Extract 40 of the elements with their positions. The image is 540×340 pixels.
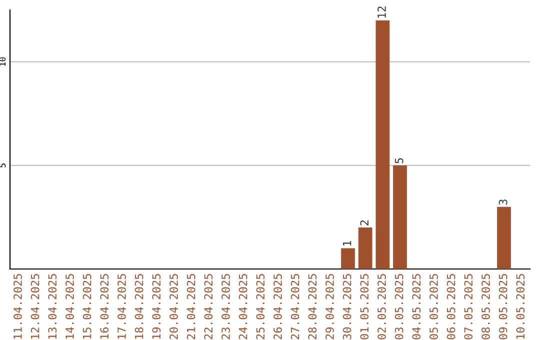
data-label: 2: [360, 220, 368, 226]
x-tick-label: 20.04.2025: [170, 274, 178, 340]
x-tick-label: 04.05.2025: [412, 274, 421, 340]
data-label: 1: [342, 240, 352, 246]
x-tick-label: 08.05.2025: [482, 274, 490, 340]
x-tick-label: 12.04.2025: [30, 274, 40, 339]
x-tick-label: 28.04.2025: [308, 274, 317, 340]
bar: [497, 206, 511, 269]
x-tick-label: 13.04.2025: [48, 274, 57, 339]
data-label: 5: [394, 158, 404, 164]
x-tick-label: 18.04.2025: [134, 274, 144, 339]
x-tick-label: 03.05.2025: [394, 274, 404, 340]
bar: [376, 20, 390, 269]
x-tick-label: 05.05.2025: [430, 274, 438, 340]
x-tick-label: 25.04.2025: [256, 274, 265, 340]
data-label: 12: [378, 6, 386, 18]
x-tick-label: 30.04.2025: [342, 274, 352, 340]
x-tick-label: 21.04.2025: [186, 274, 196, 340]
data-label: 3: [498, 200, 508, 205]
x-tick-label: 01.05.2025: [360, 274, 369, 340]
bar: [393, 165, 407, 269]
x-tick-label: 26.04.2025: [274, 274, 282, 340]
x-tick-label: 06.05.2025: [446, 274, 456, 340]
x-tick-label: 02.05.2025: [378, 274, 386, 340]
bar: [358, 228, 372, 269]
bar: [341, 248, 355, 269]
x-tick-label: 29.04.2025: [326, 274, 334, 340]
x-tick-label: 24.04.2025: [238, 274, 248, 340]
x-tick-label: 16.04.2025: [100, 274, 109, 339]
x-tick-label: 22.04.2025: [204, 274, 213, 340]
x-tick-label: 10.05.2025: [516, 274, 525, 339]
x-tick-label: 15.04.2025: [82, 274, 92, 339]
x-tick-label: 27.04.2025: [290, 274, 300, 340]
x-tick-label: 09.05.2025: [498, 274, 508, 340]
x-tick-label: 07.05.2025: [464, 274, 473, 340]
x-tick-label: 19.04.2025: [152, 274, 161, 339]
x-tick-label: 17.04.2025: [118, 274, 126, 339]
x-tick-label: 23.04.2025: [222, 274, 230, 340]
x-tick-label: 14.04.2025: [66, 274, 74, 339]
x-tick-label: 11.04.2025: [14, 274, 22, 339]
